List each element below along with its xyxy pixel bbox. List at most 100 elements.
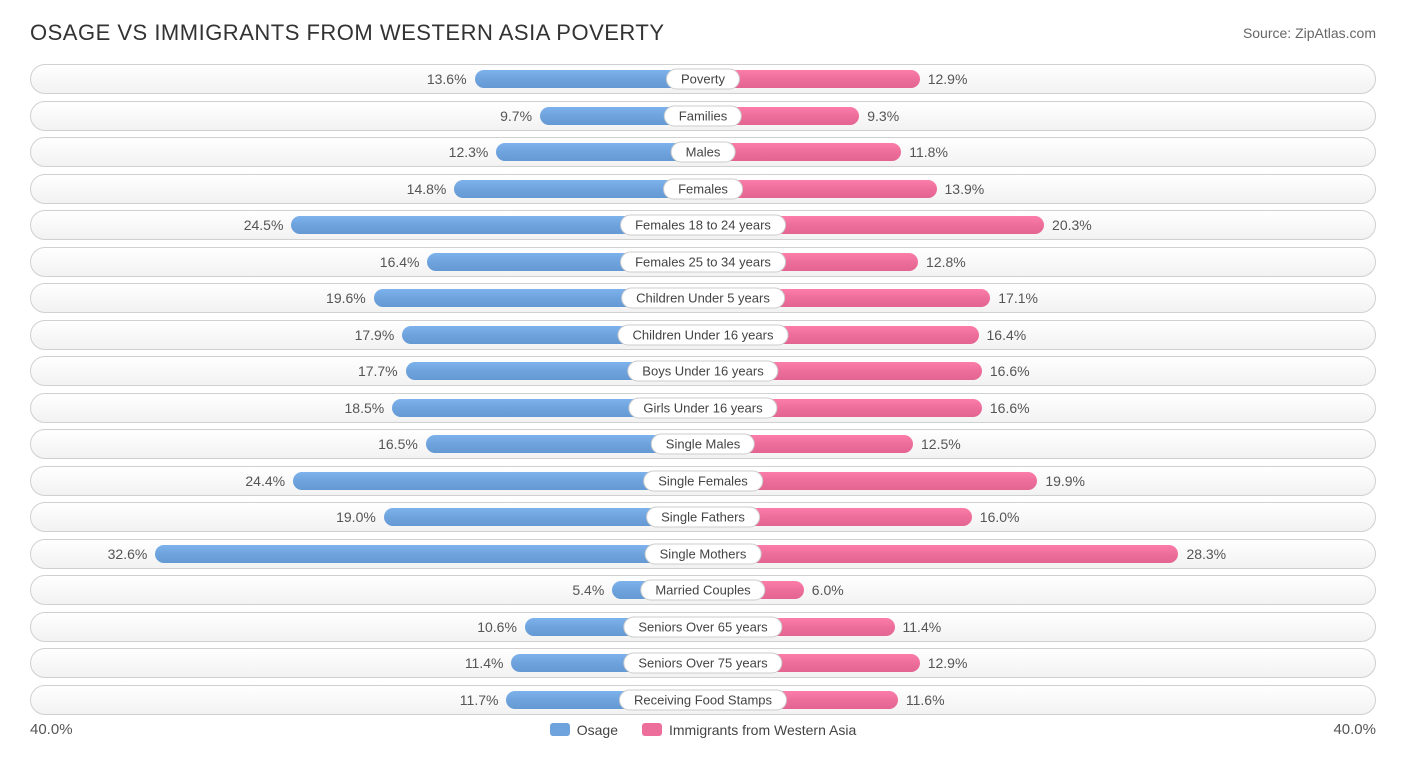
right-value-label: 16.6% xyxy=(982,400,1038,416)
row-right-half: 16.6% xyxy=(703,394,1375,422)
right-value-label: 17.1% xyxy=(990,290,1046,306)
category-label: Single Males xyxy=(651,434,755,455)
chart-row: 16.5% 12.5% Single Males xyxy=(30,429,1376,459)
row-right-half: 19.9% xyxy=(703,467,1375,495)
right-value-label: 12.5% xyxy=(913,436,969,452)
chart-title: OSAGE VS IMMIGRANTS FROM WESTERN ASIA PO… xyxy=(30,20,665,46)
row-left-half: 11.4% xyxy=(31,649,703,677)
row-right-half: 11.8% xyxy=(703,138,1375,166)
diverging-bar-chart: 13.6% 12.9% Poverty 9.7% 9.3% Families 12.3% 11… xyxy=(30,64,1376,715)
row-left-half: 9.7% xyxy=(31,102,703,130)
chart-row: 11.7% 11.6% Receiving Food Stamps xyxy=(30,685,1376,715)
category-label: Boys Under 16 years xyxy=(627,361,778,382)
chart-row: 13.6% 12.9% Poverty xyxy=(30,64,1376,94)
row-right-half: 11.6% xyxy=(703,686,1375,714)
row-left-half: 14.8% xyxy=(31,175,703,203)
row-left-half: 12.3% xyxy=(31,138,703,166)
row-right-half: 12.9% xyxy=(703,649,1375,677)
row-left-half: 5.4% xyxy=(31,576,703,604)
row-left-half: 16.4% xyxy=(31,248,703,276)
right-value-label: 9.3% xyxy=(859,108,907,124)
chart-row: 17.9% 16.4% Children Under 16 years xyxy=(30,320,1376,350)
category-label: Girls Under 16 years xyxy=(628,397,777,418)
chart-row: 24.4% 19.9% Single Females xyxy=(30,466,1376,496)
right-value-label: 16.0% xyxy=(972,509,1028,525)
row-right-half: 12.5% xyxy=(703,430,1375,458)
chart-row: 11.4% 12.9%Seniors Over 75 years xyxy=(30,648,1376,678)
left-value-label: 32.6% xyxy=(100,546,156,562)
left-value-label: 24.5% xyxy=(236,217,292,233)
left-bar xyxy=(155,545,703,563)
category-label: Seniors Over 75 years xyxy=(623,653,782,674)
chart-row: 9.7% 9.3% Families xyxy=(30,101,1376,131)
category-label: Seniors Over 65 years xyxy=(623,616,782,637)
row-right-half: 12.8% xyxy=(703,248,1375,276)
left-value-label: 19.0% xyxy=(328,509,384,525)
chart-footer: 40.0% Osage Immigrants from Western Asia… xyxy=(30,721,1376,738)
left-value-label: 13.6% xyxy=(419,71,475,87)
axis-max-left: 40.0% xyxy=(30,721,73,738)
category-label: Children Under 5 years xyxy=(621,288,785,309)
legend-item-left: Osage xyxy=(550,722,618,738)
right-value-label: 11.6% xyxy=(898,692,953,708)
right-value-label: 16.6% xyxy=(982,363,1038,379)
right-value-label: 20.3% xyxy=(1044,217,1100,233)
right-value-label: 11.8% xyxy=(901,144,956,160)
left-bar xyxy=(293,472,703,490)
row-right-half: 20.3% xyxy=(703,211,1375,239)
category-label: Married Couples xyxy=(640,580,765,601)
category-label: Poverty xyxy=(666,69,740,90)
legend-label-right: Immigrants from Western Asia xyxy=(669,722,856,738)
right-value-label: 12.8% xyxy=(918,254,974,270)
row-right-half: 17.1% xyxy=(703,284,1375,312)
legend-item-right: Immigrants from Western Asia xyxy=(642,722,856,738)
left-value-label: 18.5% xyxy=(337,400,393,416)
row-left-half: 13.6% xyxy=(31,65,703,93)
row-right-half: 13.9% xyxy=(703,175,1375,203)
chart-legend: Osage Immigrants from Western Asia xyxy=(550,722,857,738)
right-value-label: 19.9% xyxy=(1037,473,1093,489)
row-left-half: 11.7% xyxy=(31,686,703,714)
chart-row: 24.5% 20.3% Females 18 to 24 years xyxy=(30,210,1376,240)
category-label: Single Females xyxy=(643,470,763,491)
chart-row: 12.3% 11.8% Males xyxy=(30,137,1376,167)
row-right-half: 16.0% xyxy=(703,503,1375,531)
row-right-half: 11.4% xyxy=(703,613,1375,641)
chart-row: 10.6% 11.4%Seniors Over 65 years xyxy=(30,612,1376,642)
chart-row: 5.4% 6.0% Married Couples xyxy=(30,575,1376,605)
row-right-half: 9.3% xyxy=(703,102,1375,130)
chart-row: 32.6% 28.3% Single Mothers xyxy=(30,539,1376,569)
right-value-label: 12.9% xyxy=(920,71,976,87)
left-value-label: 11.4% xyxy=(457,655,512,671)
category-label: Receiving Food Stamps xyxy=(619,689,787,710)
row-left-half: 17.7% xyxy=(31,357,703,385)
category-label: Females xyxy=(663,178,743,199)
row-left-half: 24.4% xyxy=(31,467,703,495)
row-left-half: 10.6% xyxy=(31,613,703,641)
row-left-half: 16.5% xyxy=(31,430,703,458)
right-value-label: 28.3% xyxy=(1178,546,1234,562)
category-label: Males xyxy=(671,142,736,163)
left-value-label: 16.5% xyxy=(370,436,426,452)
left-value-label: 17.9% xyxy=(347,327,403,343)
left-value-label: 10.6% xyxy=(469,619,525,635)
category-label: Single Mothers xyxy=(645,543,762,564)
chart-row: 14.8%13.9%Females xyxy=(30,174,1376,204)
row-right-half: 16.4% xyxy=(703,321,1375,349)
right-value-label: 6.0% xyxy=(804,582,852,598)
category-label: Children Under 16 years xyxy=(618,324,789,345)
category-label: Families xyxy=(664,105,742,126)
right-value-label: 16.4% xyxy=(979,327,1035,343)
row-left-half: 19.6% xyxy=(31,284,703,312)
category-label: Females 18 to 24 years xyxy=(620,215,786,236)
left-value-label: 24.4% xyxy=(237,473,293,489)
row-left-half: 19.0% xyxy=(31,503,703,531)
chart-row: 19.6% 17.1% Children Under 5 years xyxy=(30,283,1376,313)
legend-label-left: Osage xyxy=(577,722,618,738)
left-value-label: 9.7% xyxy=(492,108,540,124)
row-right-half: 6.0% xyxy=(703,576,1375,604)
chart-header: OSAGE VS IMMIGRANTS FROM WESTERN ASIA PO… xyxy=(30,20,1376,46)
row-right-half: 28.3% xyxy=(703,540,1375,568)
row-left-half: 24.5% xyxy=(31,211,703,239)
row-right-half: 16.6% xyxy=(703,357,1375,385)
